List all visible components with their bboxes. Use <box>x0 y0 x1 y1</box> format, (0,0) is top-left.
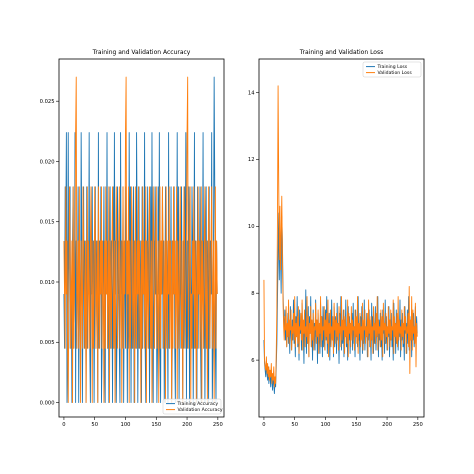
x-tick-label: 50 <box>291 422 298 428</box>
x-tick-label: 250 <box>213 422 223 428</box>
y-tick-label: 0.020 <box>40 159 55 165</box>
legend-label: Validation Accuracy <box>178 407 223 413</box>
y-tick-label: 12 <box>248 157 255 163</box>
y-tick-label: 10 <box>248 224 255 230</box>
legend-label: Training Loss <box>377 64 408 70</box>
x-tick-label: 0 <box>262 422 265 428</box>
y-tick-label: 0.000 <box>40 400 55 406</box>
x-tick-label: 0 <box>62 422 65 428</box>
accuracy-axes: Training and Validation Accuracy 0 50 100 1… <box>40 49 225 428</box>
accuracy-ticks: 0 50 100 150 200 250 0.000 0.005 0.010 0.015 0.020… <box>40 99 223 428</box>
training-accuracy-line <box>63 76 218 403</box>
loss-axes-frame <box>258 58 425 418</box>
legend-box <box>162 398 222 415</box>
legend-label: Training Accuracy <box>177 401 219 407</box>
loss-title: Training and Validation Loss <box>299 49 383 56</box>
validation-accuracy-line <box>63 76 218 403</box>
x-tick-label: 50 <box>91 422 98 428</box>
x-tick-label: 250 <box>413 422 423 428</box>
legend-label: Validation Loss <box>378 70 413 76</box>
y-tick-label: 0.010 <box>40 280 55 286</box>
accuracy-title: Training and Validation Accuracy <box>92 49 191 56</box>
x-tick-label: 200 <box>382 422 392 428</box>
accuracy-plot-area <box>63 76 218 403</box>
loss-plot-area <box>263 85 418 395</box>
legend-box <box>362 61 422 78</box>
validation-loss-line <box>263 85 418 388</box>
x-tick-label: 200 <box>182 422 192 428</box>
x-tick-label: 150 <box>151 422 161 428</box>
loss-axes: Training and Validation Loss 0 50 100 150 20… <box>248 49 425 428</box>
x-tick-label: 100 <box>321 422 331 428</box>
x-tick-label: 100 <box>121 422 131 428</box>
y-tick-label: 8 <box>251 291 254 297</box>
y-tick-label: 0.005 <box>40 340 55 346</box>
y-tick-label: 0.025 <box>40 99 55 105</box>
y-tick-label: 14 <box>248 90 255 96</box>
x-tick-label: 150 <box>351 422 361 428</box>
y-tick-label: 0.015 <box>40 220 55 226</box>
accuracy-axes-frame <box>58 58 225 418</box>
loss-ticks: 0 50 100 150 200 250 6 8 10 12 14 <box>248 90 423 428</box>
y-tick-label: 6 <box>251 358 254 364</box>
